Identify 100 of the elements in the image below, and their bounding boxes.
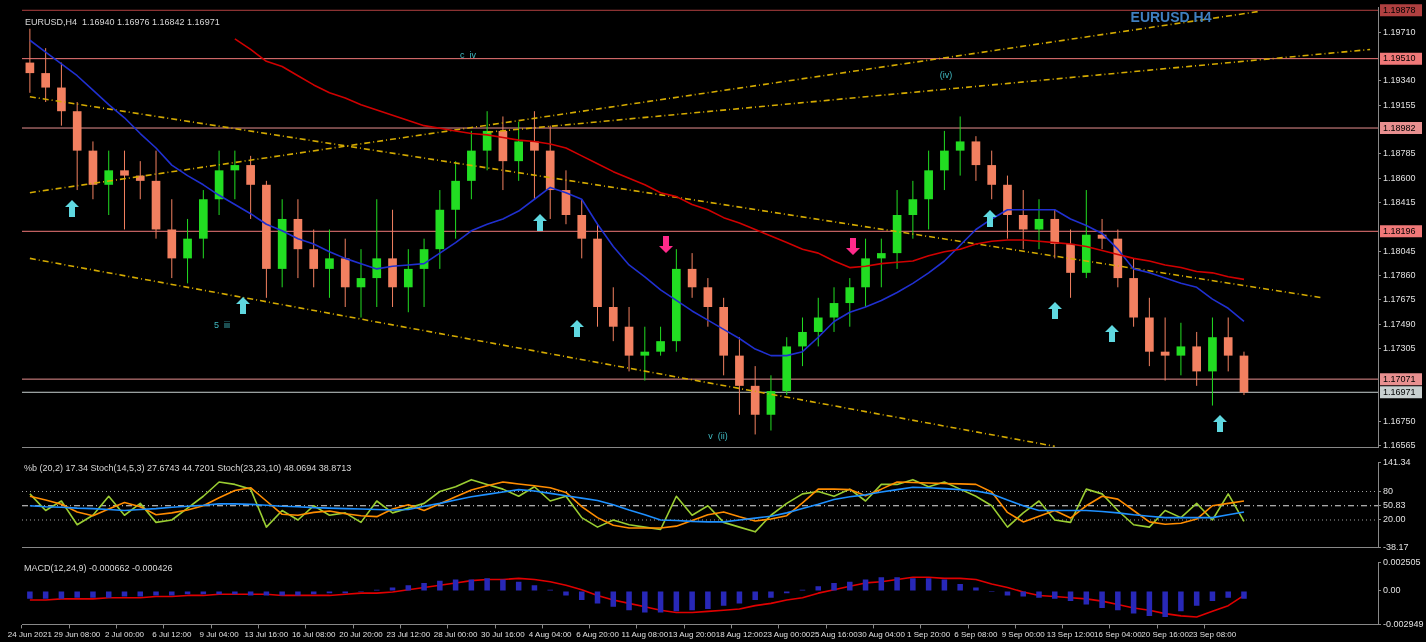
bar xyxy=(768,591,774,598)
bar xyxy=(184,591,191,595)
candlestick xyxy=(104,150,114,216)
x-tick-label: 23 Aug 00:00 xyxy=(763,630,811,640)
candlestick xyxy=(183,218,192,284)
bar xyxy=(673,591,680,612)
x-tick-label: 29 Jun 08:00 xyxy=(54,630,101,640)
candlestick xyxy=(940,130,949,191)
text: EURUSD,H4 1.16940 1.16976 1.16842 1.16971 xyxy=(25,16,220,27)
bar xyxy=(74,591,80,598)
x-tick-label: 23 Jul 12:00 xyxy=(386,630,431,640)
bar xyxy=(58,591,65,599)
bar xyxy=(626,591,632,611)
ref-line-label: 1.18196 xyxy=(1383,225,1416,236)
y-tick-label: -38.17 xyxy=(1383,542,1409,553)
x-tick-label: 2 Jul 00:00 xyxy=(104,630,145,640)
y-tick-label: 50.83 xyxy=(1383,499,1406,510)
chart-title: MACD(12,24,9) -0.000662 -0.000426 xyxy=(24,562,173,573)
bar xyxy=(169,591,175,596)
x-tick-label: 18 Aug 12:00 xyxy=(715,630,764,640)
bar xyxy=(642,591,648,613)
x-tick-label: 6 Sep 08:00 xyxy=(954,630,999,640)
y-tick-label: 1.18045 xyxy=(1383,245,1416,256)
y-tick-label: 1.17490 xyxy=(1383,318,1416,329)
bar xyxy=(1067,591,1074,602)
candlestick xyxy=(246,155,255,220)
y-tick-label: 1.17675 xyxy=(1383,294,1416,305)
bar xyxy=(1115,591,1121,611)
bar xyxy=(973,587,979,591)
bar xyxy=(657,591,664,613)
candlestick xyxy=(1223,317,1233,372)
bar xyxy=(831,582,837,591)
x-tick-label: 9 Sep 00:00 xyxy=(1001,630,1046,640)
candlestick xyxy=(971,135,981,182)
annotation: c iv xyxy=(459,50,477,61)
bar xyxy=(105,591,112,598)
candlestick xyxy=(656,326,665,357)
x-tick-label: 24 Jun 2021 xyxy=(7,630,53,640)
bar xyxy=(27,591,33,599)
candlestick xyxy=(608,286,618,342)
ref-line-label: 1.18982 xyxy=(1383,122,1416,133)
candlestick xyxy=(514,121,524,182)
y-tick-label: 1.19710 xyxy=(1383,26,1416,37)
candlestick xyxy=(829,286,839,333)
y-tick-label: -0.002949 xyxy=(1383,618,1424,629)
bar xyxy=(121,591,128,597)
bar xyxy=(1004,591,1011,596)
x-tick-label: 23 Sep 08:00 xyxy=(1188,630,1237,640)
y-tick-label: 1.18600 xyxy=(1383,172,1416,183)
chart-title: EURUSD H4 xyxy=(1130,8,1212,25)
y-tick-label: 141.34 xyxy=(1383,456,1411,467)
y-tick-label: 1.18785 xyxy=(1383,148,1416,159)
bar xyxy=(957,584,963,591)
bar xyxy=(1083,591,1090,605)
ref-line-label: 1.16971 xyxy=(1383,386,1416,397)
x-tick-label: 13 Aug 20:00 xyxy=(668,630,717,640)
bar xyxy=(247,591,254,596)
ref-line-label: 1.19878 xyxy=(1383,4,1416,15)
x-tick-label: 25 Aug 16:00 xyxy=(810,630,859,640)
bar xyxy=(1130,591,1137,614)
bar xyxy=(484,578,490,591)
bar xyxy=(1193,591,1200,606)
candlestick xyxy=(640,326,650,382)
bar xyxy=(232,591,238,595)
candlestick xyxy=(372,198,382,308)
y-tick-label: 20.00 xyxy=(1383,514,1406,525)
bar xyxy=(689,591,695,611)
bar xyxy=(847,581,853,591)
x-tick-label: 6 Aug 20:00 xyxy=(576,630,620,640)
y-tick-label: 0.002505 xyxy=(1383,556,1421,567)
bar xyxy=(1225,591,1231,598)
candlestick xyxy=(955,115,965,177)
candlestick xyxy=(309,228,319,288)
bar xyxy=(752,591,758,600)
bar xyxy=(578,591,585,600)
bar xyxy=(42,591,49,599)
bar xyxy=(1178,591,1184,612)
bar xyxy=(437,580,443,591)
bar xyxy=(310,591,317,595)
bar xyxy=(1020,591,1026,597)
candlestick xyxy=(403,248,413,313)
bar xyxy=(1052,591,1058,599)
y-tick-label: 1.19155 xyxy=(1383,99,1416,110)
bar xyxy=(1146,591,1153,616)
bar xyxy=(610,591,617,607)
candlestick xyxy=(703,277,713,328)
bar xyxy=(279,591,285,596)
bar xyxy=(894,577,900,591)
x-tick-label: 16 Jul 08:00 xyxy=(291,630,337,640)
bar xyxy=(153,591,159,596)
bar xyxy=(736,591,743,604)
candlestick xyxy=(41,47,50,103)
annotation: (iv) xyxy=(939,70,953,81)
x-tick-label: 11 Aug 08:00 xyxy=(621,630,669,640)
bar xyxy=(815,586,822,591)
bar xyxy=(720,591,727,606)
y-tick-label: 1.17305 xyxy=(1383,342,1416,353)
candlestick xyxy=(845,277,855,328)
bar xyxy=(1036,591,1042,598)
bar xyxy=(295,591,301,596)
